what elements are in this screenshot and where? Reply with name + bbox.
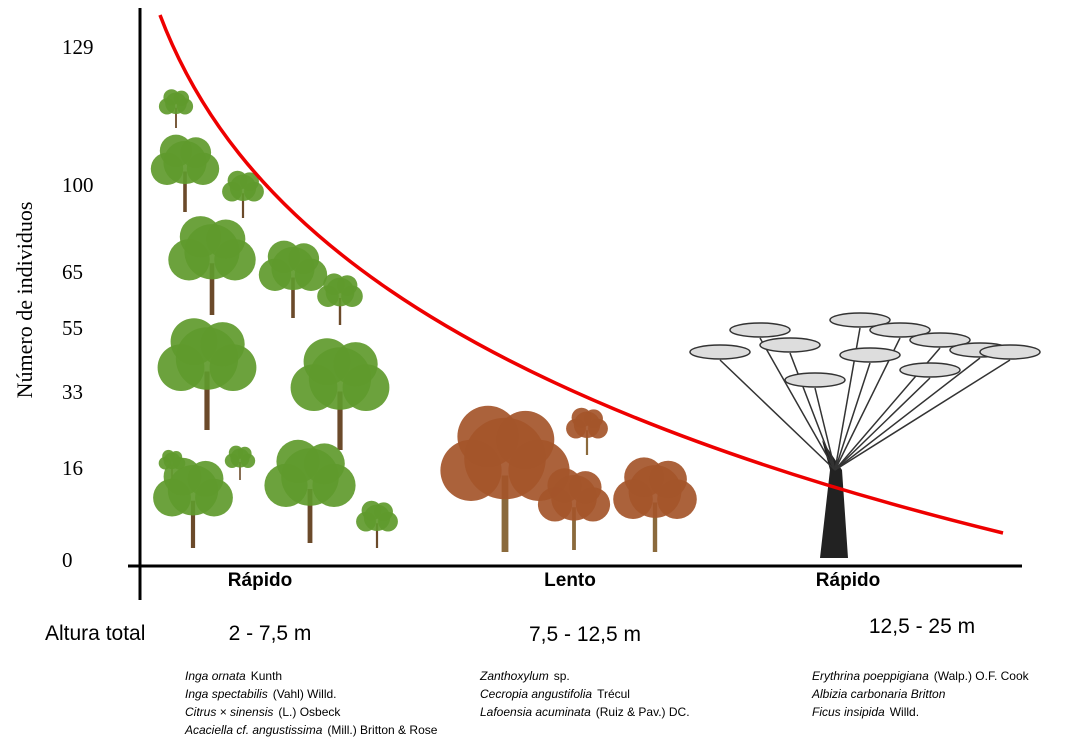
acacia xyxy=(690,313,1040,558)
species-author: Willd. xyxy=(890,705,919,719)
species: Zanthoxylum sp. xyxy=(479,669,570,683)
trunk xyxy=(820,440,848,558)
height-label: 2 - 7,5 m xyxy=(229,622,312,645)
foliage xyxy=(690,345,750,359)
tree xyxy=(225,446,255,480)
tree xyxy=(151,135,219,212)
height-label: 7,5 - 12,5 m xyxy=(529,623,641,646)
trees xyxy=(151,89,1040,558)
growth-label: Rápido xyxy=(816,570,880,591)
branch xyxy=(815,388,835,470)
foliage xyxy=(174,91,189,106)
species: Erythrina poeppigiana (Walp.) O.F. Cook xyxy=(812,669,1030,683)
species-author: (Mill.) Britton & Rose xyxy=(327,723,437,737)
foliage xyxy=(569,471,601,503)
tree xyxy=(153,458,233,548)
tree xyxy=(613,457,697,552)
tree xyxy=(291,338,390,450)
foliage xyxy=(188,461,224,497)
tree xyxy=(356,501,398,548)
foliage xyxy=(206,220,245,259)
height-label: 12,5 - 25 m xyxy=(869,615,975,638)
foliage xyxy=(201,322,245,366)
foliage xyxy=(785,373,845,387)
y-tick-label: 100 xyxy=(62,173,94,197)
species: Albizia carbonaria Britton xyxy=(811,687,946,701)
species: Inga spectabilis (Vahl) Willd. xyxy=(185,687,337,701)
species: Ficus insipida Willd. xyxy=(812,705,919,719)
y-tick-label: 129 xyxy=(62,35,94,59)
species-name: Lafoensia acuminata xyxy=(480,705,591,719)
species-author: (L.) Osbeck xyxy=(278,705,341,719)
species-name: Zanthoxylum xyxy=(479,669,549,683)
foliage xyxy=(304,443,345,484)
foliage xyxy=(337,275,357,295)
foliage xyxy=(980,345,1040,359)
y-tick-label: 16 xyxy=(62,456,83,480)
x-label: Altura total xyxy=(45,622,145,645)
species-name: Erythrina poeppigiana xyxy=(812,669,929,683)
species: Cecropia angustifolia Trécul xyxy=(480,687,630,701)
foliage xyxy=(730,323,790,337)
tree xyxy=(538,468,610,550)
foliage xyxy=(238,447,252,461)
foliage xyxy=(900,363,960,377)
foliage xyxy=(374,502,393,521)
species-author: (Ruiz & Pav.) DC. xyxy=(596,705,690,719)
tree xyxy=(259,241,327,318)
species-name: Inga spectabilis xyxy=(185,687,268,701)
species: Acaciella cf. angustissima (Mill.) Britto… xyxy=(184,723,438,737)
y-axis-title: Número de individuos xyxy=(12,202,37,399)
y-tick-label: 0 xyxy=(62,548,73,572)
species-author: Trécul xyxy=(597,687,630,701)
foliage xyxy=(497,411,555,469)
species-name: Ficus insipida xyxy=(812,705,885,719)
species-author: (Vahl) Willd. xyxy=(273,687,337,701)
branch xyxy=(790,353,835,470)
tree xyxy=(159,89,193,128)
foliage xyxy=(840,348,900,362)
tree xyxy=(158,318,257,430)
species-author: (Walp.) O.F. Cook xyxy=(934,669,1030,683)
species-name: Cecropia angustifolia xyxy=(480,687,592,701)
species-name: Acaciella cf. angustissima xyxy=(184,723,323,737)
growth-label: Lento xyxy=(544,570,596,591)
species-name: Citrus × sinensis xyxy=(185,705,273,719)
species-author: Kunth xyxy=(251,669,282,683)
foliage xyxy=(334,342,378,386)
foliage xyxy=(584,409,603,428)
tree xyxy=(317,273,363,325)
species-author: sp. xyxy=(554,669,570,683)
tree xyxy=(168,216,255,315)
foliage xyxy=(650,461,687,498)
growth-label: Rápido xyxy=(228,570,292,591)
species: Lafoensia acuminata (Ruiz & Pav.) DC. xyxy=(480,705,690,719)
foliage xyxy=(181,137,212,168)
foliage xyxy=(760,338,820,352)
tree xyxy=(264,440,355,543)
species-name: Albizia carbonaria Britton xyxy=(811,687,946,701)
y-tick-label: 55 xyxy=(62,316,83,340)
diagram: Número de individuos Altura total 129 100… xyxy=(0,0,1086,738)
y-tick-label: 33 xyxy=(62,380,83,404)
species: Inga ornata Kunth xyxy=(185,669,282,683)
branch xyxy=(760,338,835,470)
tree xyxy=(566,408,608,455)
y-tick-label: 65 xyxy=(62,260,83,284)
species-name: Inga ornata xyxy=(185,669,246,683)
foliage xyxy=(289,243,320,274)
species: Citrus × sinensis (L.) Osbeck xyxy=(185,705,341,719)
